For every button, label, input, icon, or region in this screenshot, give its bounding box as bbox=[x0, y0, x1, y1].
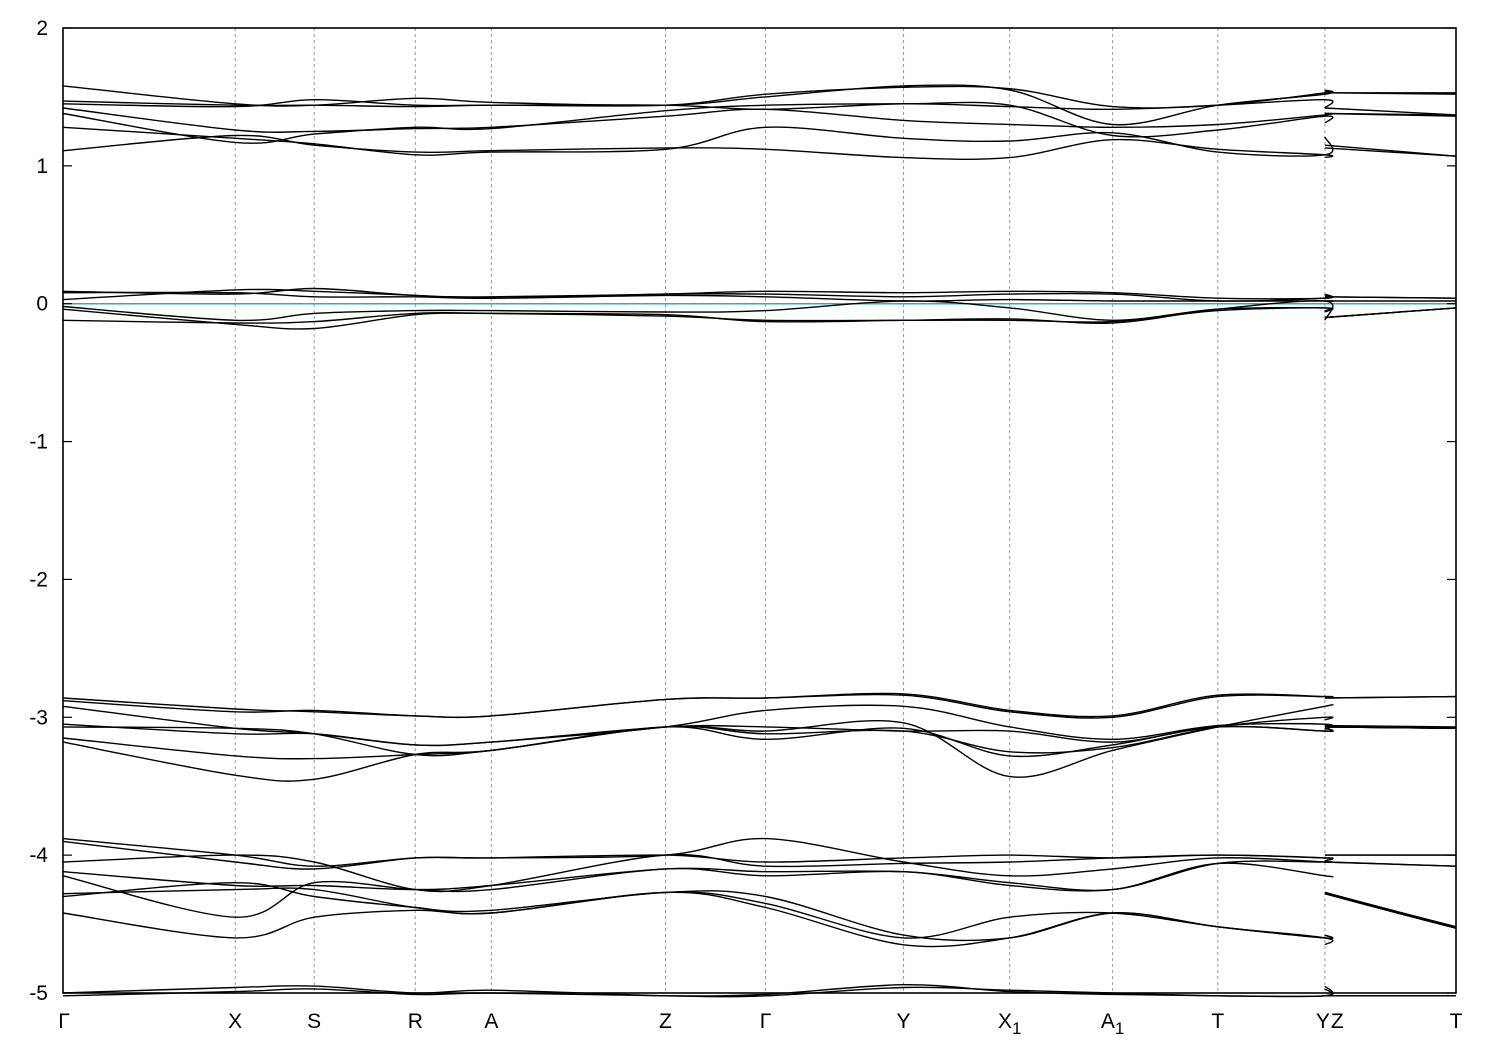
band-line-segment bbox=[1324, 296, 1457, 299]
x-tick-label: Γ bbox=[760, 1010, 772, 1033]
band-line bbox=[62, 126, 1334, 157]
band-line bbox=[62, 307, 1334, 324]
x-tick-label: T bbox=[1450, 1010, 1463, 1033]
band-line bbox=[62, 107, 1334, 133]
y-tick-label: -5 bbox=[29, 982, 48, 1005]
y-tick-label: 0 bbox=[36, 293, 48, 316]
x-tick-label: Y bbox=[897, 1010, 911, 1033]
y-tick-label: 1 bbox=[36, 155, 48, 178]
x-tick-label: R bbox=[408, 1010, 423, 1033]
band-line bbox=[62, 85, 1334, 109]
band-line-segment bbox=[1324, 147, 1457, 157]
band-line-segment bbox=[1324, 726, 1457, 729]
band-line bbox=[62, 692, 1334, 718]
x-tick-label: X1 bbox=[998, 1010, 1021, 1038]
band-line-segment bbox=[1324, 893, 1457, 929]
band-line bbox=[62, 288, 1334, 302]
x-tick-label: T bbox=[1211, 1010, 1224, 1033]
band-line bbox=[62, 101, 1334, 144]
x-tick-label: Z bbox=[1331, 1010, 1344, 1033]
band-line bbox=[62, 299, 1334, 330]
band-line-segment bbox=[1324, 695, 1457, 699]
x-tick-label: S bbox=[307, 1010, 321, 1033]
y-tick-label: -1 bbox=[29, 431, 48, 454]
band-line-segment bbox=[1324, 891, 1457, 928]
band-line-segment bbox=[1324, 307, 1457, 319]
x-tick-label: Z bbox=[659, 1010, 672, 1033]
x-tick-label: Γ bbox=[58, 1010, 70, 1033]
band-line bbox=[62, 853, 1334, 893]
bands-layer bbox=[62, 84, 1457, 998]
band-line bbox=[62, 693, 1334, 719]
band-line bbox=[62, 837, 1334, 877]
band-line-segment bbox=[1324, 861, 1457, 867]
band-line bbox=[62, 287, 1334, 300]
plot-frame bbox=[62, 27, 1457, 994]
x-tick-label: A bbox=[484, 1010, 498, 1033]
y-tick-label: -3 bbox=[29, 706, 48, 729]
x-axis-labels: Γ X S R A Z Γ Y X1 A1 T Y Z T bbox=[58, 1010, 1462, 1038]
band-line bbox=[62, 860, 1334, 892]
band-line-segment bbox=[1324, 92, 1457, 95]
x-tick-label: A1 bbox=[1101, 1010, 1124, 1038]
band-line bbox=[62, 291, 1334, 302]
band-line bbox=[62, 716, 1334, 760]
y-axis-ticks: -5 -4 -3 -2 -1 0 1 2 bbox=[29, 17, 1456, 1005]
band-line-segment bbox=[1324, 112, 1457, 117]
band-line bbox=[62, 300, 1334, 322]
band-line bbox=[62, 134, 1334, 160]
y-tick-label: 2 bbox=[36, 17, 48, 40]
band-line bbox=[62, 725, 1334, 758]
band-line bbox=[62, 704, 1334, 782]
band-line bbox=[62, 891, 1334, 948]
band-line bbox=[62, 862, 1334, 918]
band-line bbox=[62, 983, 1334, 998]
y-tick-label: -2 bbox=[29, 568, 48, 591]
x-tick-label: X bbox=[228, 1010, 242, 1033]
y-tick-label: -4 bbox=[29, 844, 48, 867]
x-tick-label: Y bbox=[1316, 1010, 1330, 1033]
band-line-segment bbox=[1324, 724, 1457, 728]
high-symmetry-grid bbox=[234, 28, 1326, 993]
